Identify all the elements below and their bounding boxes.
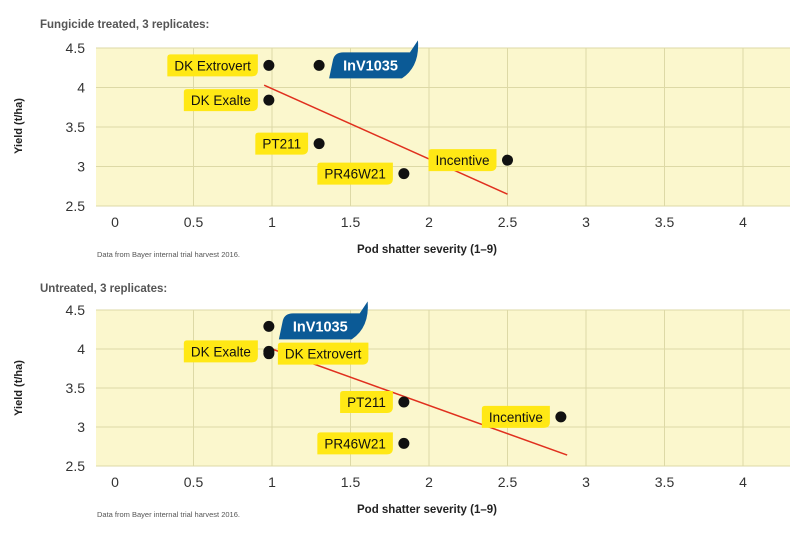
data-point	[555, 411, 567, 423]
highlight-label-bg	[278, 301, 368, 340]
data-label-text: Incentive	[435, 153, 489, 168]
x-tick-label: 0.5	[184, 214, 204, 230]
data-label-bg	[317, 162, 393, 185]
tick-labels: 2.5 3 3.5 4 4.5 0 0.5 1 1.5 2 2.5 3 3.5 4	[66, 302, 748, 490]
tick-labels: 2.5 3 3.5 4 4.5 0 0.5 1 1.5 2 2.5 3 3.5 4	[66, 40, 748, 230]
data-label: InV1035	[278, 301, 368, 340]
y-axis-label: Yield (t/ha)	[13, 360, 25, 416]
data-label-text: Incentive	[489, 410, 543, 425]
y-axis-label: Yield (t/ha)	[13, 98, 25, 154]
data-point	[313, 138, 325, 150]
x-tick-label: 1.5	[341, 474, 361, 490]
data-point	[398, 396, 410, 408]
data-label-text: InV1035	[293, 319, 348, 335]
data-label: DK Exalte	[183, 89, 258, 112]
data-label-text: PT211	[347, 395, 386, 410]
data-label-bg	[167, 54, 258, 77]
data-label: DK Exalte	[183, 340, 258, 363]
x-axis-label: Pod shatter severity (1–9)	[357, 244, 497, 256]
x-tick-label: 2	[425, 214, 433, 230]
data-label: PR46W21	[317, 162, 393, 185]
data-label-bg	[481, 405, 550, 428]
data-label: Incentive	[428, 149, 497, 172]
data-point	[263, 59, 275, 71]
data-label-text: DK Exalte	[191, 344, 251, 359]
y-tick-label: 3.5	[66, 119, 86, 135]
x-axis-label: Pod shatter severity (1–9)	[357, 504, 497, 516]
data-label-bg	[340, 391, 393, 414]
x-tick-label: 1	[268, 214, 276, 230]
y-tick-label: 4	[77, 80, 85, 96]
x-tick-label: 0.5	[184, 474, 204, 490]
data-label-bg	[428, 149, 497, 172]
data-label-text: PR46W21	[324, 436, 386, 451]
data-point	[502, 154, 513, 166]
y-tick-label: 2.5	[66, 198, 86, 214]
data-label-bg	[183, 89, 258, 112]
data-point	[263, 348, 275, 360]
data-label-text: DK Extrovert	[174, 58, 251, 73]
x-tick-label: 1.5	[341, 214, 361, 230]
x-tick-label: 3	[582, 214, 590, 230]
data-label: DK Extrovert	[167, 54, 258, 77]
data-label-text: InV1035	[343, 58, 398, 74]
chart-top: Fungicide treated, 3 replicates: Yield (…	[13, 19, 790, 259]
x-tick-label: 1	[268, 474, 276, 490]
data-point	[313, 59, 325, 71]
data-label: DK Extrovert	[277, 342, 369, 365]
y-tick-label: 3	[77, 159, 85, 175]
y-tick-label: 4	[77, 341, 85, 357]
trend-line	[263, 84, 508, 195]
y-tick-label: 4.5	[66, 302, 86, 318]
data-label-text: PR46W21	[324, 167, 386, 182]
highlight-label-bg	[329, 40, 419, 79]
x-tick-label: 3	[582, 474, 590, 490]
data-label-text: PT211	[262, 137, 301, 152]
data-point	[398, 437, 410, 449]
y-tick-label: 2.5	[66, 458, 86, 474]
x-tick-label: 4	[739, 474, 747, 490]
source-note: Data from Bayer internal trial harvest 2…	[97, 250, 240, 259]
data-label: PR46W21	[317, 432, 393, 455]
chart-header: Fungicide treated, 3 replicates:	[40, 19, 209, 31]
data-label-bg	[255, 132, 309, 155]
trend-line	[271, 348, 568, 456]
data-label: PT211	[255, 132, 309, 155]
x-tick-label: 3.5	[655, 214, 675, 230]
data-label-text: DK Exalte	[191, 93, 251, 108]
data-point	[398, 168, 410, 180]
x-tick-label: 2.5	[498, 214, 518, 230]
data-point	[263, 94, 275, 106]
x-tick-label: 0	[111, 474, 119, 490]
y-tick-label: 4.5	[66, 40, 86, 56]
data-label: PT211	[340, 391, 393, 414]
data-label-bg	[317, 432, 393, 455]
x-tick-label: 3.5	[655, 474, 675, 490]
x-tick-label: 4	[739, 214, 747, 230]
data-label: InV1035	[329, 40, 419, 79]
x-tick-label: 2.5	[498, 474, 518, 490]
y-tick-label: 3	[77, 419, 85, 435]
data-point	[263, 320, 275, 332]
data-label-bg	[183, 340, 258, 363]
x-tick-label: 2	[425, 474, 433, 490]
chart-header: Untreated, 3 replicates:	[40, 283, 167, 295]
source-note: Data from Bayer internal trial harvest 2…	[97, 510, 240, 519]
data-label-text: DK Extrovert	[285, 347, 362, 362]
y-tick-label: 3.5	[66, 380, 86, 396]
x-tick-label: 0	[111, 214, 119, 230]
chart-bottom: Untreated, 3 replicates: Yield (t/ha) Po…	[13, 283, 790, 519]
data-label-bg	[277, 342, 369, 365]
data-label: Incentive	[481, 405, 550, 428]
